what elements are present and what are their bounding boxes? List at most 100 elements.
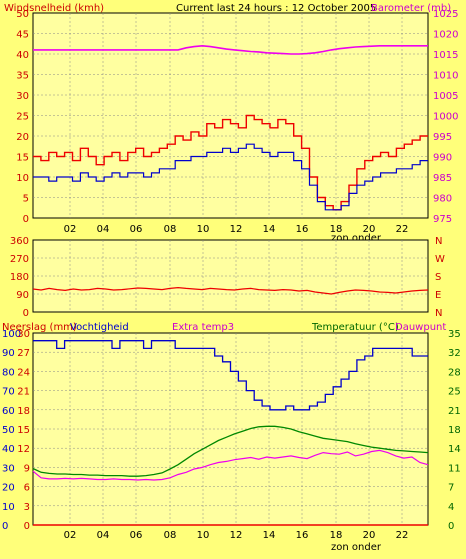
temperature-x-tick: 16 [296, 530, 309, 541]
temperature-y-tick: 7 [448, 483, 454, 494]
rain-y-tick: 24 [17, 367, 30, 378]
temperature-y-tick: 4 [448, 502, 454, 513]
temperature-grid [33, 333, 428, 525]
temperature-y-tick: 21 [448, 406, 461, 417]
wind-y-tick: 45 [16, 30, 29, 41]
humidity-y-tick: 90 [2, 348, 15, 359]
rain-axis-title: Neerslag (mm) [2, 322, 77, 333]
temperature-y-tick: 28 [448, 367, 461, 378]
humidity-line [33, 340, 428, 411]
barometer-y-tick: 1010 [433, 71, 458, 82]
rain-y-tick: 15 [17, 425, 30, 436]
humidity-y-tick: 50 [2, 425, 15, 436]
barometer-y-tick: 1025 [433, 9, 458, 20]
chart-title: Current last 24 hours : 12 October 2005 [176, 3, 376, 14]
humidity-y-tick: 80 [2, 367, 15, 378]
rain-y-tick: 21 [17, 387, 30, 398]
temperature-x-tick: 18 [330, 530, 343, 541]
temperature-axis-title: Temperatuur (°C) [311, 322, 399, 333]
direction-y-tick: 270 [10, 254, 29, 265]
temperature-x-tick: 10 [197, 530, 210, 541]
temperature-y-tick: 11 [448, 463, 461, 474]
temperature-x-tick: 06 [130, 530, 143, 541]
barometer-y-tick: 995 [433, 132, 452, 143]
wind-y-tick: 50 [16, 9, 29, 20]
wind-y-tick: 30 [16, 91, 29, 102]
rain-y-tick: 18 [17, 406, 30, 417]
wind-axis-title: Windsnelheid (kmh) [4, 3, 104, 14]
rain-y-tick: 3 [24, 502, 30, 513]
temperature-x-tick: 04 [97, 530, 110, 541]
temperature-x-tick: 08 [164, 530, 177, 541]
wind-series [33, 44, 428, 211]
wind-grid [33, 13, 428, 218]
wind-x-tick: 22 [396, 224, 409, 235]
compass-label: N [435, 308, 442, 319]
humidity-y-tick: 30 [2, 463, 15, 474]
temperature-line [32, 425, 429, 477]
barometer-y-tick: 1005 [433, 91, 458, 102]
extra-temp-title: Extra temp3 [172, 322, 234, 333]
wind-y-tick: 10 [16, 173, 29, 184]
humidity-y-tick: 0 [2, 521, 8, 532]
compass-label: W [435, 254, 445, 265]
barometer-line [33, 44, 428, 55]
wind-direction-line [32, 286, 429, 295]
temperature-y-tick: 14 [448, 444, 461, 455]
direction-series [32, 286, 429, 295]
wind-x-tick: 20 [363, 224, 376, 235]
barometer-y-tick: 1015 [433, 50, 458, 61]
humidity-y-tick: 60 [2, 406, 15, 417]
barometer-y-tick: 980 [433, 194, 452, 205]
rain-y-tick: 9 [24, 463, 30, 474]
rain-y-tick: 12 [17, 444, 30, 455]
wind-x-tick: 10 [197, 224, 210, 235]
direction-y-tick: 180 [10, 272, 29, 283]
temperature-x-tick: 02 [64, 530, 77, 541]
temperature-y-tick: 32 [448, 348, 461, 359]
rain-y-tick: 27 [17, 348, 30, 359]
humidity-y-tick: 100 [2, 329, 21, 340]
temperature-x-tick: 12 [230, 530, 243, 541]
barometer-y-tick: 1000 [433, 112, 458, 123]
humidity-y-axis-labels: 0 10 20 30 40 50 60 70 80 90 100 [2, 329, 21, 532]
wind-x-tick: 02 [64, 224, 77, 235]
wind-y-tick: 40 [16, 50, 29, 61]
temperature-y-tick: 0 [448, 521, 454, 532]
wind-x-axis-labels: 02 04 06 08 10 12 14 16 18 20 22 [64, 224, 409, 235]
wind-x-tick: 14 [263, 224, 276, 235]
sunset-label-bottom: zon onder [331, 542, 382, 553]
direction-y-tick: 90 [16, 290, 29, 301]
compass-label: E [435, 290, 441, 301]
temperature-x-tick: 22 [396, 530, 409, 541]
barometer-y-tick: 975 [433, 214, 452, 225]
barometer-axis-title: Barometer (mb) [371, 3, 451, 14]
wind-y-tick: 20 [16, 132, 29, 143]
temperature-x-tick: 20 [363, 530, 376, 541]
wind-x-tick: 16 [296, 224, 309, 235]
direction-y-axis-labels: 0 90 180 270 360 [10, 236, 29, 319]
temperature-y-tick: 35 [448, 329, 461, 340]
direction-y-tick: 360 [10, 236, 29, 247]
direction-y-tick: 0 [23, 308, 29, 319]
rain-y-tick: 6 [24, 483, 30, 494]
humidity-y-tick: 70 [2, 387, 15, 398]
wind-average-line [33, 143, 428, 211]
direction-grid [33, 240, 428, 312]
temperature-y-axis-labels: 0 4 7 11 14 18 21 25 28 32 35 [448, 329, 461, 532]
wind-y-tick: 35 [16, 71, 29, 82]
barometer-y-tick: 985 [433, 173, 452, 184]
temperature-x-tick: 14 [263, 530, 276, 541]
temperature-series [32, 340, 429, 526]
humidity-y-tick: 20 [2, 483, 15, 494]
humidity-y-tick: 10 [2, 502, 15, 513]
sunset-label-top: zon onder [331, 233, 382, 244]
compass-label: N [435, 236, 442, 247]
wind-x-tick: 04 [97, 224, 110, 235]
wind-gust-line [33, 114, 428, 211]
humidity-axis-title: Vochtigheid [70, 322, 129, 333]
barometer-y-tick: 990 [433, 153, 452, 164]
wind-x-tick: 12 [230, 224, 243, 235]
rain-y-tick: 30 [17, 329, 30, 340]
